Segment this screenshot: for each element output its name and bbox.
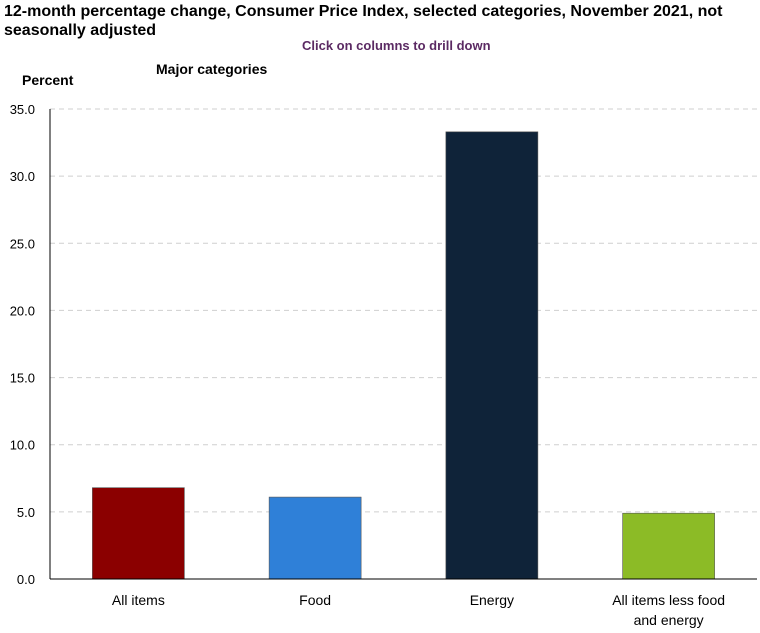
x-tick-label: Energy — [470, 592, 514, 608]
gridlines — [50, 108, 757, 513]
y-axis-ticks: 0.0 5.0 10.0 15.0 20.0 25.0 30.0 35.0 — [10, 102, 35, 587]
x-axis-labels: All items Food Energy All items less food an… — [112, 592, 725, 628]
x-tick-label: Food — [299, 592, 331, 608]
y-tick-label: 0.0 — [17, 572, 35, 587]
bar-all-items-less-food-and-energy[interactable] — [622, 512, 715, 580]
y-tick-label: 25.0 — [10, 236, 35, 251]
x-tick-label: All items — [112, 592, 165, 608]
bars — [92, 131, 715, 580]
y-tick-label: 30.0 — [10, 169, 35, 184]
bar-food[interactable] — [268, 496, 362, 580]
bar-energy[interactable] — [445, 131, 539, 580]
y-tick-label: 10.0 — [10, 438, 35, 453]
y-tick-label: 20.0 — [10, 303, 35, 318]
y-tick-label: 5.0 — [17, 505, 35, 520]
x-tick-label: All items less food and energy — [612, 592, 725, 628]
y-axis-label: Percent — [22, 72, 74, 88]
chart-title: 12-month percentage change, Consumer Pri… — [4, 3, 723, 39]
y-tick-label: 15.0 — [10, 371, 35, 386]
drill-down-hint[interactable]: Click on columns to drill down — [302, 38, 491, 53]
chart-subtitle: Major categories — [156, 61, 268, 77]
y-tick-label: 35.0 — [10, 102, 35, 117]
bar-all-items[interactable] — [92, 487, 185, 580]
